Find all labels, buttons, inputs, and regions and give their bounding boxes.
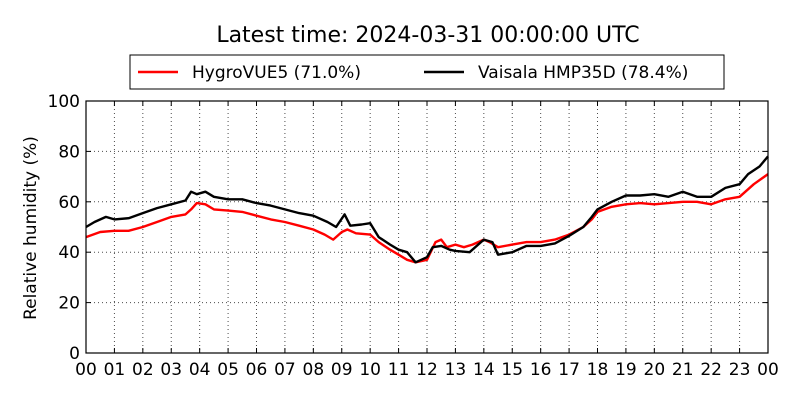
x-tick-label: 22 (700, 360, 722, 380)
y-tick-label: 0 (69, 344, 80, 364)
x-tick-label: 23 (729, 360, 751, 380)
y-tick-label: 80 (58, 142, 80, 162)
x-tick-label: 00 (75, 360, 97, 380)
x-tick-label: 02 (132, 360, 154, 380)
x-tick-label: 11 (388, 360, 410, 380)
x-tick-label: 04 (189, 360, 211, 380)
x-tick-label: 18 (587, 360, 609, 380)
x-tick-label: 06 (246, 360, 268, 380)
x-tick-label: 14 (473, 360, 495, 380)
x-tick-label: 19 (615, 360, 637, 380)
series-group (85, 155, 769, 264)
series-line-vaisala (85, 155, 769, 264)
x-tick-label: 17 (558, 360, 580, 380)
y-axis-label: Relative humidity (%) (21, 136, 41, 320)
x-tick-label: 16 (530, 360, 552, 380)
x-tick-label: 00 (757, 360, 779, 380)
x-tick-label: 09 (331, 360, 353, 380)
legend: HygroVUE5 (71.0%) Vaisala HMP35D (78.4%) (129, 54, 725, 90)
plot-frame (85, 100, 769, 354)
y-tick-label: 60 (58, 193, 80, 213)
x-tick-label: 12 (416, 360, 438, 380)
y-tick-label: 100 (48, 92, 80, 112)
grid (86, 101, 768, 353)
x-tick-label: 05 (217, 360, 239, 380)
x-axis-ticks: 00 01 02 03 04 05 06 07 08 09 10 11 12 13 14 15 16 17 18 19… (75, 101, 779, 380)
x-tick-label: 20 (644, 360, 666, 380)
x-tick-label: 13 (445, 360, 467, 380)
x-tick-label: 15 (501, 360, 523, 380)
y-tick-label: 20 (58, 294, 80, 314)
x-tick-label: 03 (160, 360, 182, 380)
x-tick-label: 10 (359, 360, 381, 380)
legend-label-hygrovue5: HygroVUE5 (71.0%) (192, 63, 361, 83)
x-tick-label: 07 (274, 360, 296, 380)
chart-title: Latest time: 2024-03-31 00:00:00 UTC (216, 23, 639, 48)
x-tick-label: 01 (104, 360, 126, 380)
x-tick-label: 21 (672, 360, 694, 380)
y-tick-label: 40 (58, 243, 80, 263)
x-tick-label: 08 (303, 360, 325, 380)
legend-label-vaisala: Vaisala HMP35D (78.4%) (478, 63, 688, 83)
y-axis-ticks: 0 20 40 60 80 100 (48, 92, 768, 364)
